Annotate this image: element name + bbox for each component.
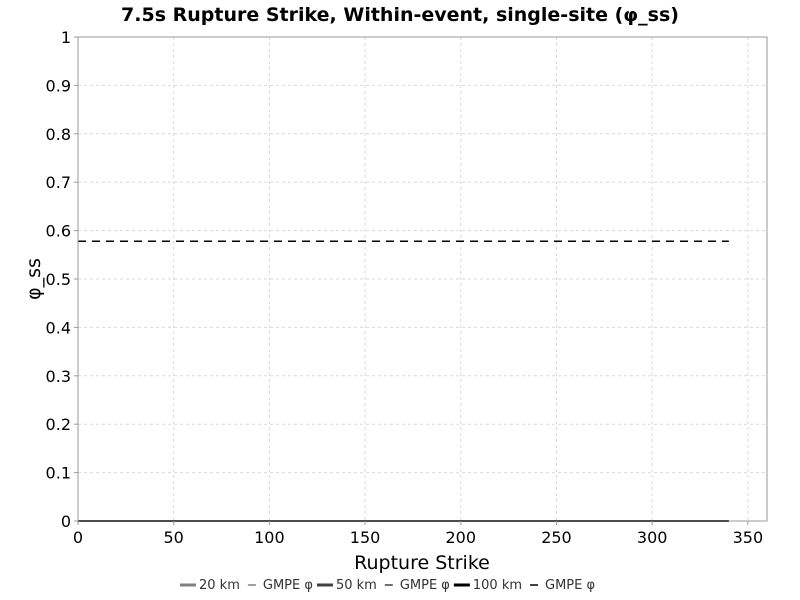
x-tick-label: 50 <box>164 528 184 547</box>
y-tick-label: 1 <box>61 28 71 47</box>
y-tick-label: 0.8 <box>46 125 71 144</box>
legend-label: GMPE φ <box>263 578 313 593</box>
legend-label: 100 km <box>473 578 522 593</box>
y-tick-label: 0 <box>61 512 71 531</box>
x-tick-label: 200 <box>446 528 477 547</box>
y-tick-label: 0.4 <box>46 318 71 337</box>
y-tick-label: 0.6 <box>46 222 71 241</box>
y-tick-label: 0.9 <box>46 76 71 95</box>
x-tick-label: 150 <box>350 528 381 547</box>
x-tick-label: 250 <box>541 528 572 547</box>
x-tick-label: 300 <box>637 528 668 547</box>
legend-label: 50 km <box>336 578 377 593</box>
y-tick-label: 0.5 <box>46 270 71 289</box>
x-axis-label: Rupture Strike <box>354 552 490 574</box>
y-tick-label: 0.7 <box>46 173 71 192</box>
legend-label: 20 km <box>199 578 240 593</box>
legend-label: GMPE φ <box>400 578 450 593</box>
y-axis: 0 0.1 0.2 0.3 0.4 0.5 0.6 0.7 0.8 0.9 1 <box>46 28 78 531</box>
y-tick-label: 0.2 <box>46 415 71 434</box>
legend-label: GMPE φ <box>545 578 595 593</box>
y-tick-label: 0.3 <box>46 367 71 386</box>
x-tick-label: 0 <box>73 528 83 547</box>
legend: 20 km GMPE φ 50 km GMPE φ 100 km GMPE φ <box>180 578 595 593</box>
y-tick-label: 0.1 <box>46 464 71 483</box>
x-tick-label: 100 <box>254 528 285 547</box>
x-axis: 0 50 100 150 200 250 300 350 <box>73 521 763 547</box>
chart-title: 7.5s Rupture Strike, Within-event, singl… <box>121 4 679 26</box>
y-axis-label: φ_ss <box>23 258 45 300</box>
x-tick-label: 350 <box>733 528 764 547</box>
